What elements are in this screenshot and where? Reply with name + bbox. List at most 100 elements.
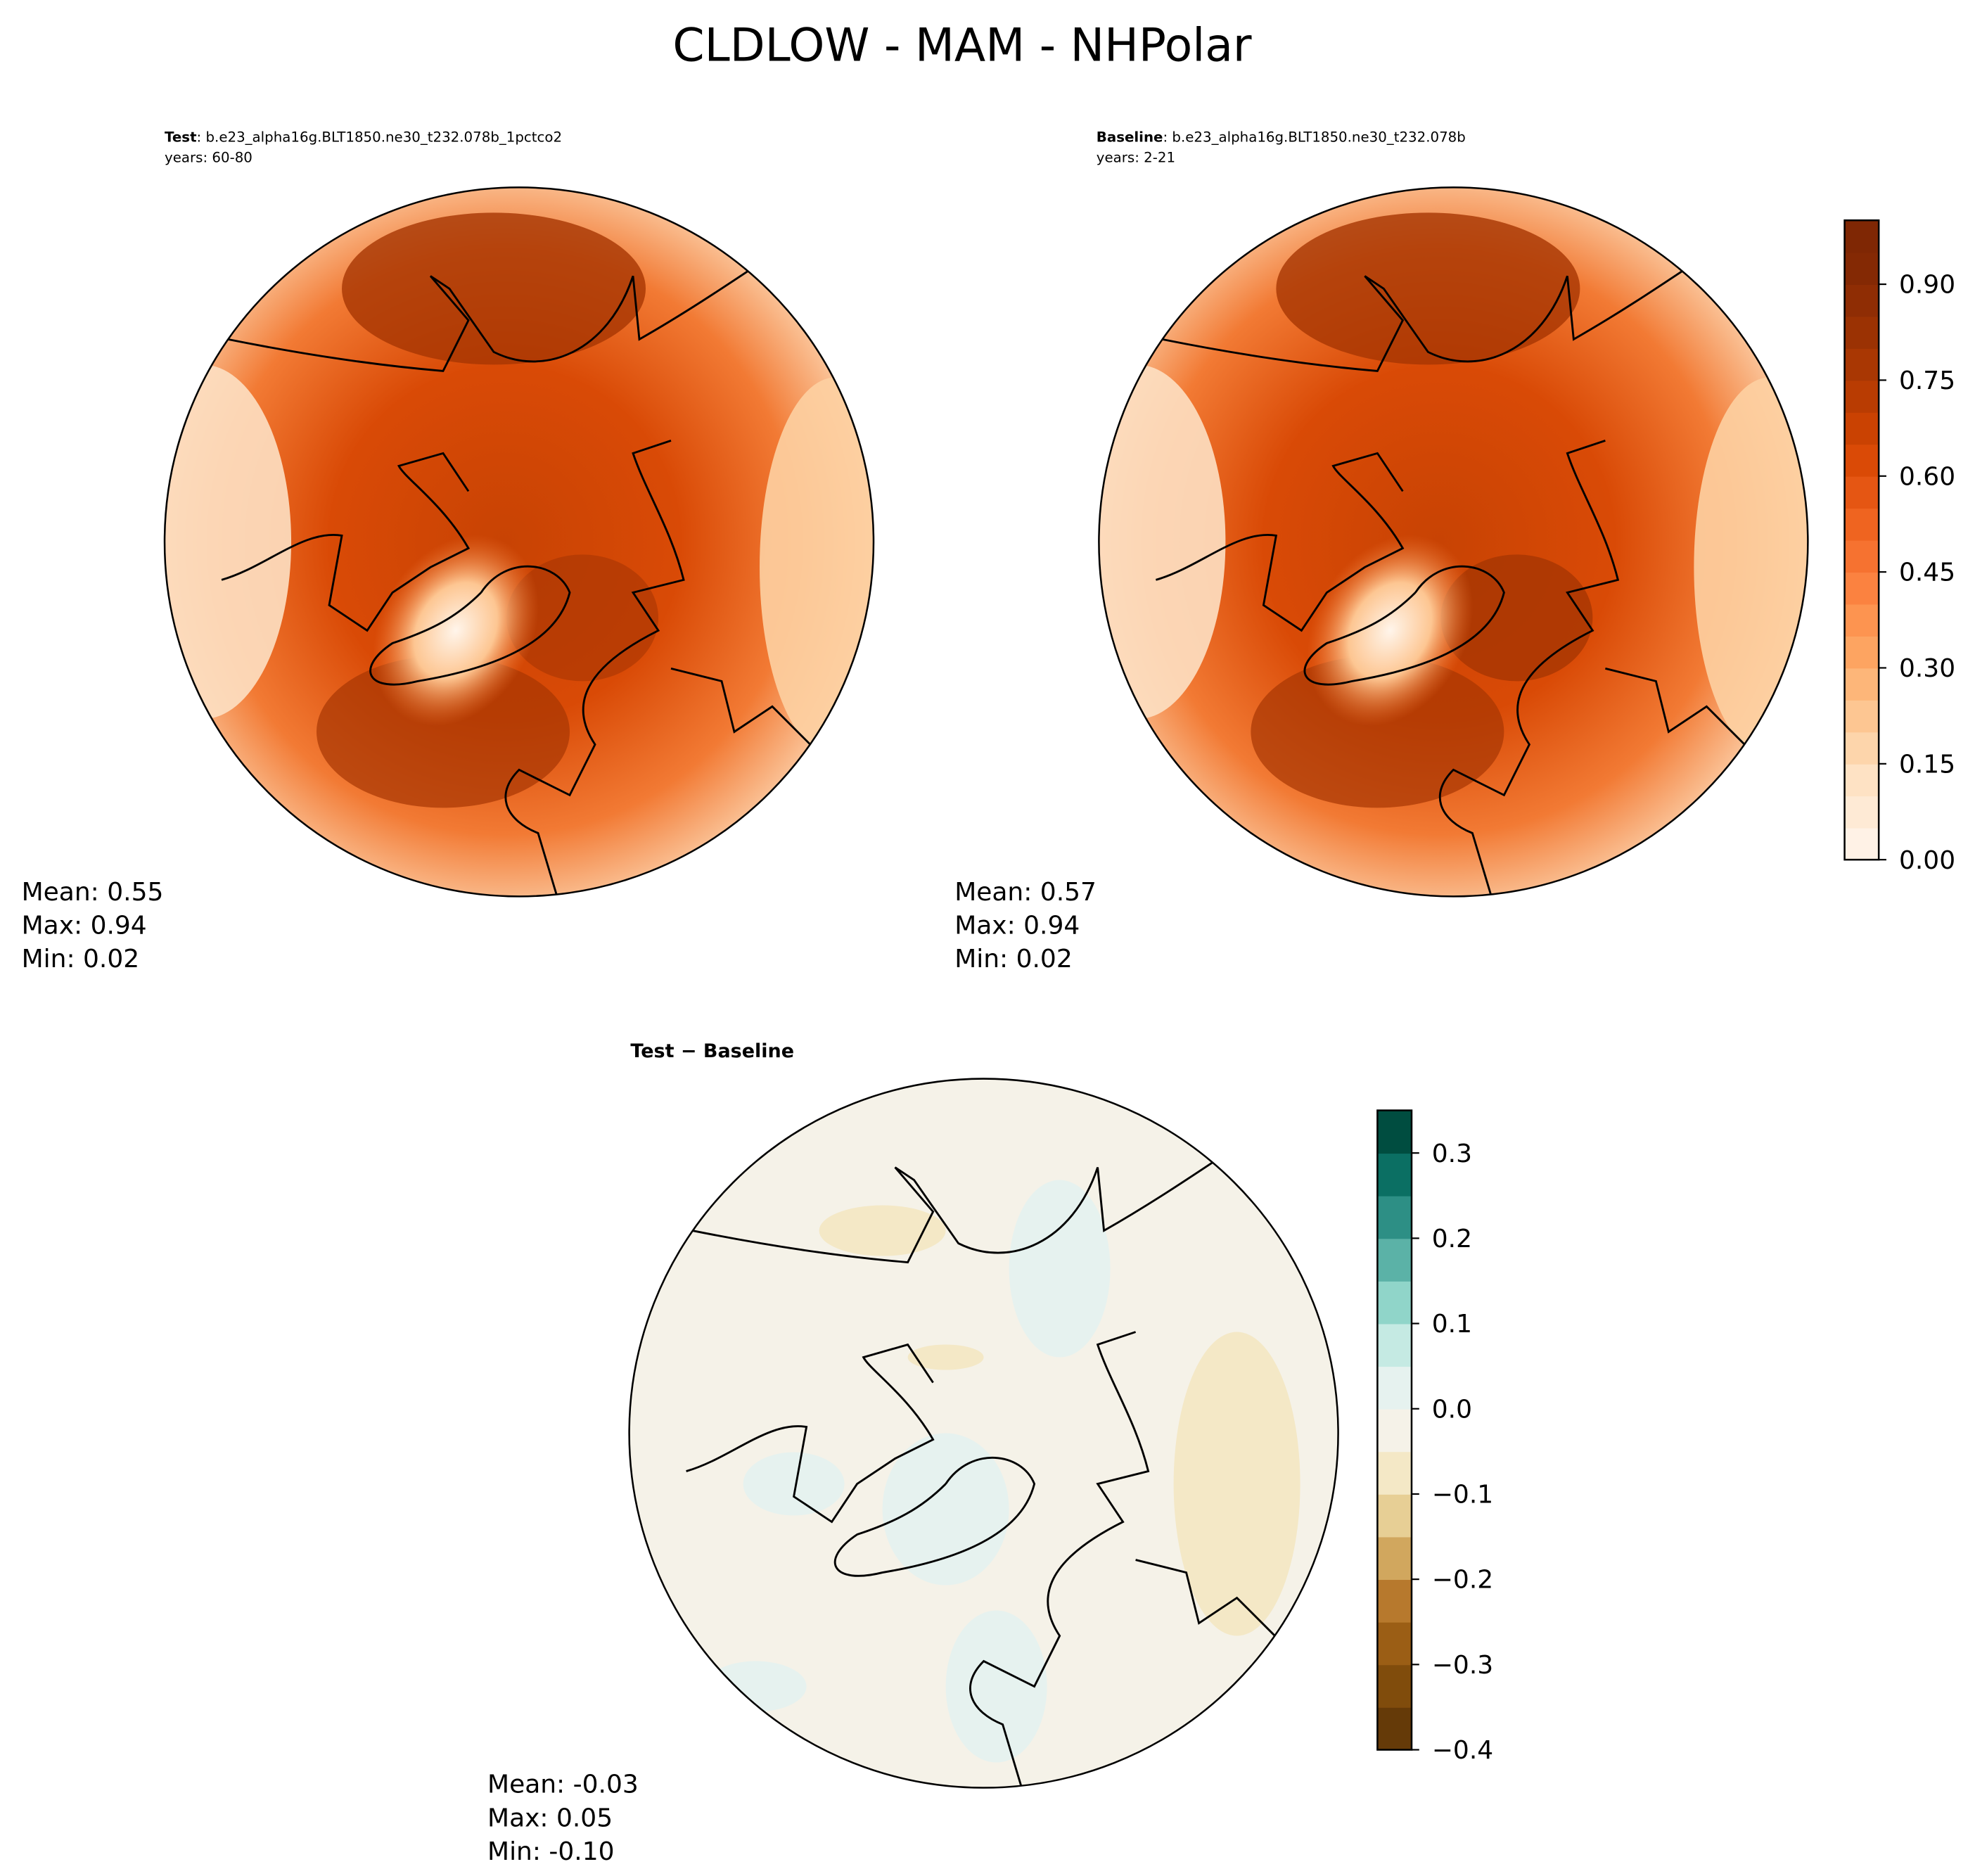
map-field-positive	[945, 1610, 1047, 1763]
colorbar-band	[1844, 380, 1879, 413]
map-field-high	[1251, 656, 1504, 808]
panel-years: years: 2-21	[1097, 149, 1175, 165]
colorbar-band	[1377, 1323, 1412, 1367]
figure-title: CLDLOW - MAM - NHPolar	[672, 19, 1252, 72]
colorbar-band	[1844, 763, 1879, 797]
map-field-low	[1099, 364, 1226, 720]
colorbar-band	[1377, 1621, 1412, 1666]
colorbar-band	[1844, 347, 1879, 381]
colorbar-frame	[1843, 219, 1880, 861]
colorbar-band	[1844, 668, 1879, 701]
colorbar-band	[1377, 1280, 1412, 1325]
colorbar-band	[1377, 1451, 1412, 1495]
map-field-high	[1276, 212, 1580, 365]
panel-title-label: Test	[165, 129, 197, 146]
colorbar-tick-label: 0.30	[1899, 654, 1955, 683]
colorbar-band	[1377, 1153, 1412, 1197]
polar-map	[1099, 187, 1808, 897]
panel-title-case: : b.e23_alpha16g.BLT1850.ne30_t232.078b_…	[197, 129, 563, 146]
map-field-low	[165, 364, 292, 720]
panel-stat: Max: 0.94	[22, 911, 147, 940]
greenland-field	[1307, 535, 1474, 727]
colorbar-tick-label: −0.1	[1432, 1481, 1493, 1510]
colorbar-band	[1844, 508, 1879, 541]
colorbar-tick-label: 0.90	[1899, 271, 1955, 300]
coastline	[221, 262, 812, 897]
colorbar-band	[1844, 444, 1879, 477]
colorbar-band	[1377, 1110, 1412, 1154]
colorbar-band	[1377, 1706, 1412, 1751]
colorbar-tick-label: −0.3	[1432, 1651, 1493, 1680]
map-field-negative	[1173, 1332, 1300, 1636]
panel-stat: Max: 0.94	[954, 911, 1080, 940]
colorbar-band	[1844, 220, 1879, 253]
colorbar-tick-label: 0.1	[1432, 1310, 1472, 1339]
colorbar-band	[1844, 604, 1879, 637]
colorbar-tick-label: 0.2	[1432, 1225, 1472, 1253]
colorbar-band	[1844, 572, 1879, 605]
colorbar-tick-label: −0.4	[1432, 1736, 1493, 1765]
map-field-negative	[907, 1344, 984, 1370]
panel-stat: Mean: 0.55	[22, 878, 164, 907]
panel-stat: Min: 0.02	[954, 945, 1073, 974]
colorbar-tick-label: 0.0	[1432, 1395, 1472, 1424]
colorbar-band	[1377, 1408, 1412, 1453]
map-field-positive	[882, 1433, 1009, 1585]
map-field-high	[342, 212, 646, 365]
map-field-low	[760, 377, 874, 758]
map-field-negative	[819, 1205, 946, 1256]
panel-title: Test: b.e23_alpha16g.BLT1850.ne30_t232.0…	[165, 129, 562, 146]
colorbar-band	[1844, 252, 1879, 285]
map-field-high	[1440, 554, 1593, 682]
colorbar-band	[1377, 1579, 1412, 1623]
colorbar-band	[1377, 1195, 1412, 1239]
panel-stat: Min: -0.10	[487, 1837, 615, 1866]
colorbar-tick-label: 0.45	[1899, 559, 1955, 587]
colorbar-tick-label: 0.15	[1899, 750, 1955, 779]
map-boundary	[1098, 186, 1809, 898]
panel-title: Baseline: b.e23_alpha16g.BLT1850.ne30_t2…	[1097, 129, 1466, 146]
map-field-high	[317, 656, 570, 808]
polar-map	[629, 1078, 1338, 1788]
colorbar-tick-label: −0.2	[1432, 1566, 1493, 1595]
colorbar-band	[1377, 1536, 1412, 1581]
map-field-positive	[1009, 1180, 1111, 1358]
coastline	[686, 1154, 1276, 1788]
colorbar-tick-label: 0.00	[1899, 846, 1955, 875]
colorbar-band	[1377, 1366, 1412, 1410]
panel-stat: Mean: 0.57	[954, 878, 1097, 907]
colorbar-band	[1377, 1664, 1412, 1708]
colorbar-band	[1844, 732, 1879, 765]
colorbar-band	[1844, 636, 1879, 669]
panel-title-label: Baseline	[1097, 129, 1163, 146]
colorbar-tick-label: 0.75	[1899, 366, 1955, 395]
colorbar-band	[1844, 411, 1879, 445]
colorbar-band	[1844, 284, 1879, 317]
greenland-field	[372, 535, 539, 727]
colorbar-band	[1844, 540, 1879, 573]
colorbar-band	[1377, 1238, 1412, 1282]
colorbar-tick-label: 0.3	[1432, 1140, 1472, 1168]
colorbar-band	[1844, 476, 1879, 509]
coastline	[1155, 262, 1746, 897]
colorbar-frame	[1376, 1109, 1413, 1751]
map-field-positive	[743, 1452, 845, 1516]
map-boundary	[628, 1078, 1339, 1789]
panel-title-case: : b.e23_alpha16g.BLT1850.ne30_t232.078b	[1163, 129, 1465, 146]
map-field	[629, 1078, 1338, 1788]
polar-map	[165, 187, 874, 897]
panel-stat: Min: 0.02	[22, 945, 140, 974]
panel-stat: Mean: -0.03	[487, 1770, 639, 1799]
colorbar-band	[1377, 1493, 1412, 1538]
colorbar-band	[1844, 827, 1879, 861]
map-field-high	[506, 554, 659, 682]
colorbar-band	[1844, 316, 1879, 349]
colorbar-tick-label: 0.60	[1899, 462, 1955, 491]
panel-title: Test − Baseline	[630, 1040, 794, 1062]
panel-stat: Max: 0.05	[487, 1804, 613, 1832]
colorbar-band	[1844, 796, 1879, 829]
map-boundary	[163, 186, 875, 898]
panel-years: years: 60-80	[165, 149, 253, 165]
